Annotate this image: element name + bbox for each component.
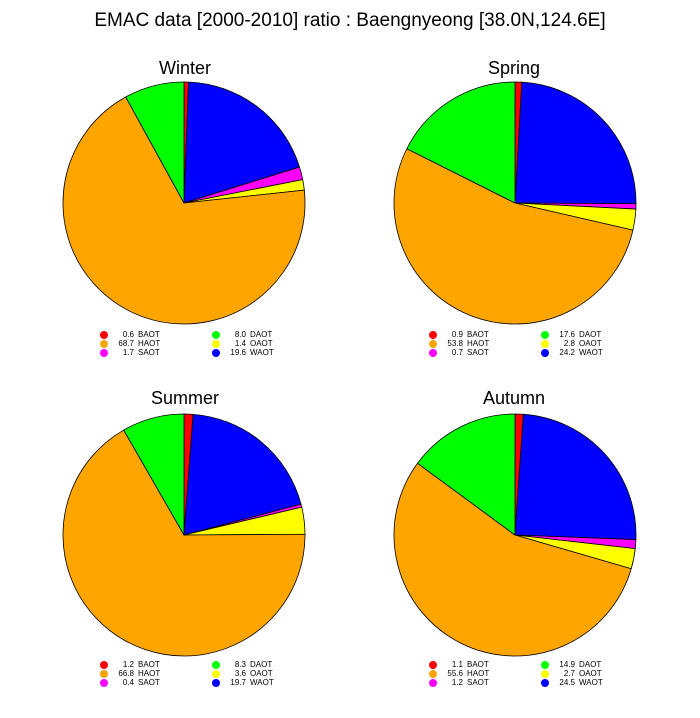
legend-label: DAOT xyxy=(250,660,273,669)
legend-marker xyxy=(100,661,108,669)
pie-chart-spring xyxy=(393,81,637,325)
pie-slice-daot xyxy=(417,413,516,536)
legend-marker xyxy=(212,670,220,678)
legend-marker xyxy=(212,349,220,357)
legend-marker xyxy=(429,679,437,687)
legend-value: 8.0 xyxy=(234,330,246,339)
legend-label: BAOT xyxy=(467,330,489,339)
legend-marker xyxy=(429,331,437,339)
pie-panel-winter: Winter 0.6 BAOT 68.7 HAOT 1.7 SAOT 8.0 DAOT 1.4 O… xyxy=(35,58,335,388)
legend-marker xyxy=(100,679,108,687)
legend-label: OAOT xyxy=(579,339,602,348)
legend-label: OAOT xyxy=(250,669,273,678)
legend-value: 0.9 xyxy=(451,330,463,339)
legend-value: 1.2 xyxy=(122,660,134,669)
legend-value: 24.2 xyxy=(559,348,575,357)
pie-slice-daot xyxy=(123,413,185,537)
pie-slice-waot xyxy=(183,81,301,204)
pie-slice-haot xyxy=(62,429,306,657)
pie-panel-spring: Spring 0.9 BAOT 53.8 HAOT 0.7 SAOT 17.6 DAOT 2.8… xyxy=(364,58,664,388)
legend-marker xyxy=(429,340,437,348)
legend-marker xyxy=(100,670,108,678)
legend-value: 14.9 xyxy=(559,660,575,669)
legend-label: OAOT xyxy=(250,339,273,348)
legend-value: 19.6 xyxy=(230,348,246,357)
legend-marker xyxy=(212,661,220,669)
pie-slice-haot xyxy=(393,148,634,325)
pie-chart-winter xyxy=(62,81,306,325)
pie-slice-daot xyxy=(406,81,516,204)
legend-label: HAOT xyxy=(467,669,490,678)
legend-label: SAOT xyxy=(138,348,160,357)
pie-slice-haot xyxy=(62,96,306,325)
legend-marker xyxy=(212,340,220,348)
pie-slice-waot xyxy=(514,413,637,540)
pie-title: Autumn xyxy=(482,388,546,408)
legend-value: 1.2 xyxy=(451,678,463,687)
legend-value: 8.3 xyxy=(234,660,246,669)
legend-label: HAOT xyxy=(467,339,490,348)
legend-label: WAOT xyxy=(250,678,274,687)
legend-marker xyxy=(429,661,437,669)
legend-value: 0.7 xyxy=(451,348,463,357)
legend-marker xyxy=(541,331,549,339)
legend-marker xyxy=(100,349,108,357)
legend-label: DAOT xyxy=(579,660,602,669)
legend-marker xyxy=(100,340,108,348)
legend-label: SAOT xyxy=(138,678,160,687)
pie-slice-daot xyxy=(125,81,185,204)
pie-chart-autumn xyxy=(393,413,637,657)
legend-value: 0.6 xyxy=(122,330,134,339)
legend-value: 1.4 xyxy=(234,339,246,348)
legend-marker xyxy=(429,670,437,678)
legend-value: 0.4 xyxy=(122,678,134,687)
legend-marker xyxy=(541,349,549,357)
legend-marker xyxy=(100,331,108,339)
legend-value: 1.7 xyxy=(122,348,134,357)
legend-marker xyxy=(541,661,549,669)
figure-title: EMAC data [2000-2010] ratio : Baengnyeon… xyxy=(94,10,606,31)
legend-value: 53.8 xyxy=(447,339,463,348)
legend-value: 2.8 xyxy=(563,339,575,348)
pie-title: Summer xyxy=(150,388,219,408)
legend-value: 17.6 xyxy=(559,330,575,339)
legend-label: HAOT xyxy=(138,339,161,348)
pie-title: Winter xyxy=(158,58,211,78)
legend-value: 66.8 xyxy=(118,669,134,678)
legend-marker xyxy=(541,340,549,348)
legend-value: 2.7 xyxy=(563,669,575,678)
legend-marker xyxy=(212,331,220,339)
legend-label: OAOT xyxy=(579,669,602,678)
figure: EMAC data [2000-2010] ratio : Baengnyeon… xyxy=(35,10,664,687)
legend-value: 55.6 xyxy=(447,669,463,678)
legend-label: WAOT xyxy=(579,678,603,687)
legend-marker xyxy=(429,349,437,357)
legend-label: WAOT xyxy=(579,348,603,357)
legend-label: SAOT xyxy=(467,678,489,687)
pie-title: Spring xyxy=(487,58,541,78)
legend-value: 3.6 xyxy=(234,669,246,678)
legend-label: WAOT xyxy=(250,348,274,357)
legend-label: BAOT xyxy=(467,660,489,669)
legend-value: 68.7 xyxy=(118,339,134,348)
legend-label: DAOT xyxy=(250,330,273,339)
legend-label: SAOT xyxy=(467,348,489,357)
pie-slice-waot xyxy=(514,81,637,205)
legend-value: 19.7 xyxy=(230,678,246,687)
pie-slice-waot xyxy=(183,413,302,536)
legend-value: 1.1 xyxy=(451,660,463,669)
pie-panel-summer: Summer 1.2 BAOT 66.8 HAOT 0.4 SAOT 8.3 DAOT 3.6 O… xyxy=(35,388,335,718)
legend-label: BAOT xyxy=(138,330,160,339)
legend-marker xyxy=(212,679,220,687)
legend-value: 24.5 xyxy=(559,678,575,687)
pie-panel-autumn: Autumn 1.1 BAOT 55.6 HAOT 1.2 SAOT 14.9 DAOT 2.7… xyxy=(364,388,664,718)
legend-label: HAOT xyxy=(138,669,161,678)
pie-slice-haot xyxy=(393,462,632,657)
legend-marker xyxy=(541,679,549,687)
legend-label: DAOT xyxy=(579,330,602,339)
legend-label: BAOT xyxy=(138,660,160,669)
legend-marker xyxy=(541,670,549,678)
pie-chart-summer xyxy=(62,413,306,657)
